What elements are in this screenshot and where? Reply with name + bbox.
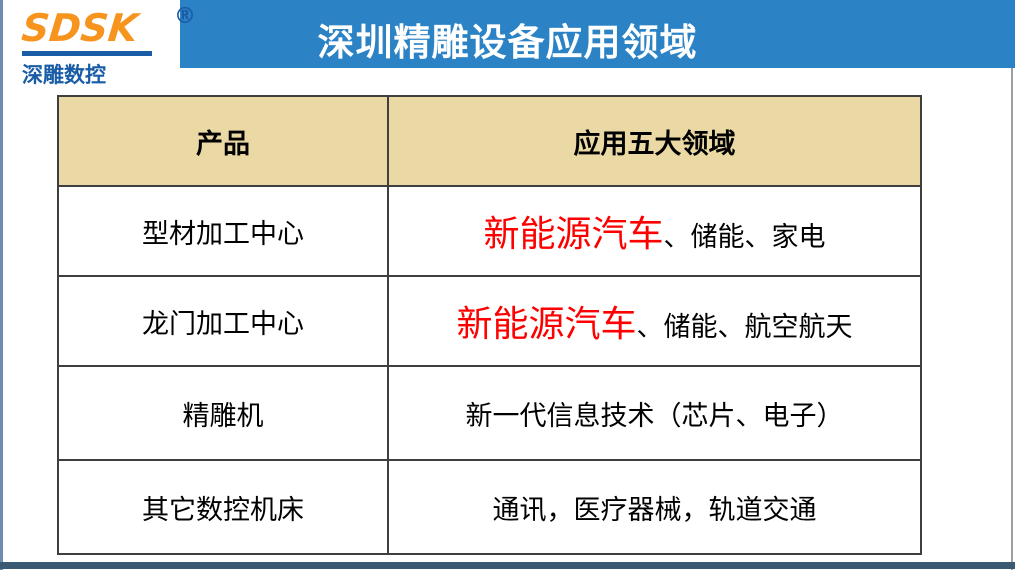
column-header-applications: 应用五大领域 <box>387 95 922 187</box>
column-header-product: 产品 <box>57 95 389 187</box>
table-row: 型材加工中心 新能源汽车、储能、家电 <box>57 185 922 277</box>
table-header-row: 产品 应用五大领域 <box>57 95 922 187</box>
applications-cell: 新能源汽车、储能、航空航天 <box>387 275 922 367</box>
application-table: 产品 应用五大领域 型材加工中心 新能源汽车、储能、家电 龙门加工中心 新能源汽… <box>57 95 922 555</box>
registered-trademark-icon: ® <box>174 4 196 29</box>
application-list: 、储能、航空航天 <box>636 312 853 342</box>
logo-brand-text: SDSK <box>19 6 141 50</box>
applications-cell: 新能源汽车、储能、家电 <box>387 185 922 277</box>
table-row: 其它数控机床 通讯，医疗器械，轨道交通 <box>57 459 922 555</box>
product-cell: 龙门加工中心 <box>57 275 389 367</box>
application-list: 通讯，医疗器械，轨道交通 <box>492 495 817 525</box>
highlighted-application: 新能源汽车 <box>483 214 664 254</box>
product-cell: 型材加工中心 <box>57 185 389 277</box>
product-cell: 精雕机 <box>57 365 389 461</box>
page-title: 深圳精雕设备应用领域 <box>317 23 698 64</box>
table-row: 龙门加工中心 新能源汽车、储能、航空航天 <box>57 275 922 367</box>
footer-accent-bar <box>0 562 1015 569</box>
product-cell: 其它数控机床 <box>57 459 389 555</box>
company-logo: SDSK ® 深雕数控 <box>19 4 196 89</box>
logo-subtitle: 深雕数控 <box>22 64 106 87</box>
application-list: 新一代信息技术（芯片、电子） <box>465 401 844 431</box>
slide-right-edge <box>1011 0 1013 570</box>
logo-divider <box>22 51 152 56</box>
highlighted-application: 新能源汽车 <box>456 304 637 344</box>
table-row: 精雕机 新一代信息技术（芯片、电子） <box>57 365 922 461</box>
applications-cell: 通讯，医疗器械，轨道交通 <box>387 459 922 555</box>
title-banner <box>180 0 1015 68</box>
application-list: 、储能、家电 <box>663 222 826 252</box>
slide-left-edge <box>0 0 3 570</box>
applications-cell: 新一代信息技术（芯片、电子） <box>387 365 922 461</box>
logo-brand-row: SDSK ® <box>19 4 196 50</box>
